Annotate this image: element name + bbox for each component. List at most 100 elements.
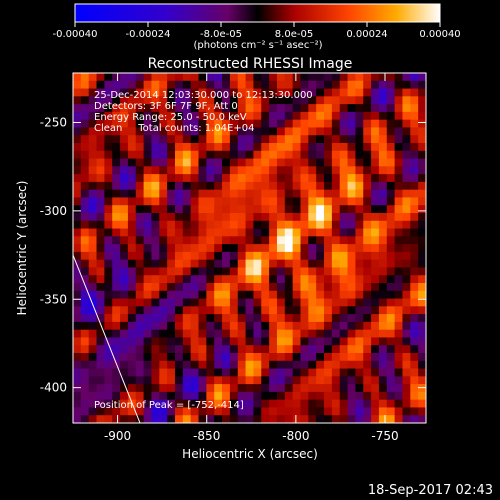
- heatmap-cell: [253, 104, 262, 113]
- heatmap-cell: [308, 73, 317, 82]
- x-tick-label: -750: [371, 429, 398, 443]
- heatmap-cell: [347, 197, 356, 206]
- heatmap-cell: [292, 376, 301, 385]
- heatmap-cell: [339, 96, 348, 105]
- heatmap-cell: [237, 314, 246, 323]
- heatmap-cell: [284, 181, 294, 191]
- heatmap-cell: [88, 111, 97, 121]
- heatmap-cell: [284, 376, 294, 385]
- heatmap-cell: [80, 337, 90, 346]
- heatmap-cell: [316, 197, 325, 206]
- heatmap-cell: [96, 368, 105, 377]
- heatmap-cell: [222, 111, 231, 121]
- heatmap-cell: [324, 376, 333, 385]
- heatmap-cell: [316, 306, 325, 315]
- heatmap-cell: [143, 283, 152, 292]
- heatmap-cell: [174, 399, 184, 408]
- heatmap-cell: [104, 275, 113, 284]
- heatmap-cell: [151, 329, 160, 338]
- heatmap-cell: [371, 166, 380, 175]
- heatmap-cell: [300, 111, 309, 121]
- heatmap-cell: [73, 228, 82, 237]
- heatmap-cell: [324, 236, 333, 245]
- heatmap-cell: [112, 267, 121, 276]
- heatmap-cell: [261, 415, 270, 423]
- heatmap-cell: [229, 111, 239, 121]
- heatmap-cell: [143, 174, 152, 183]
- heatmap-cell: [269, 283, 278, 292]
- heatmap-cell: [214, 337, 223, 346]
- heatmap-cell: [261, 376, 270, 385]
- heatmap-cell: [269, 119, 278, 128]
- heatmap-cell: [88, 244, 97, 253]
- heatmap-cell: [276, 368, 286, 377]
- heatmap-cell: [276, 267, 286, 276]
- heatmap-cell: [339, 228, 348, 237]
- heatmap-cell: [174, 143, 184, 152]
- heatmap-cell: [316, 228, 325, 237]
- heatmap-cell: [96, 329, 105, 338]
- heatmap-cell: [371, 298, 380, 307]
- heatmap-cell: [174, 80, 184, 89]
- heatmap-cell: [300, 407, 309, 416]
- heatmap-cell: [253, 298, 262, 307]
- heatmap-cell: [151, 88, 160, 97]
- heatmap-cell: [120, 337, 129, 346]
- heatmap-cell: [347, 360, 356, 369]
- heatmap-cell: [159, 158, 168, 167]
- heatmap-cell: [73, 267, 82, 276]
- heatmap-cell: [96, 220, 105, 229]
- heatmap-cell: [261, 197, 270, 206]
- heatmap-cell: [214, 205, 223, 214]
- heatmap-cell: [386, 174, 396, 183]
- heatmap-cell: [418, 306, 426, 315]
- heatmap-cell: [308, 174, 317, 183]
- heatmap-cell: [331, 384, 341, 393]
- heatmap-cell: [151, 415, 160, 423]
- heatmap-cell: [214, 150, 223, 159]
- heatmap-cell: [245, 228, 254, 237]
- heatmap-cell: [127, 111, 137, 121]
- heatmap-cell: [127, 353, 137, 362]
- heatmap-cell: [300, 244, 309, 253]
- heatmap-cell: [347, 96, 356, 105]
- heatmap-cell: [190, 259, 199, 268]
- heatmap-cell: [284, 259, 294, 268]
- heatmap-cell: [300, 275, 309, 284]
- heatmap-cell: [269, 321, 278, 331]
- heatmap-cell: [88, 415, 97, 423]
- heatmap-cell: [214, 290, 223, 299]
- heatmap-cell: [410, 329, 419, 338]
- heatmap-cell: [237, 353, 246, 362]
- heatmap-cell: [112, 150, 121, 159]
- heatmap-cell: [96, 213, 105, 222]
- heatmap-cell: [143, 321, 152, 331]
- heatmap-cell: [159, 73, 168, 82]
- heatmap-cell: [410, 384, 419, 393]
- heatmap-cell: [371, 181, 380, 191]
- heatmap-cell: [355, 298, 364, 307]
- heatmap-cell: [363, 220, 372, 229]
- heatmap-cell: [308, 283, 317, 292]
- heatmap-cell: [363, 275, 372, 284]
- heatmap-cell: [143, 290, 152, 299]
- heatmap-cell: [167, 353, 176, 362]
- heatmap-cell: [386, 80, 396, 89]
- heatmap-cell: [284, 337, 294, 346]
- heatmap-cell: [112, 314, 121, 323]
- heatmap-cell: [276, 127, 286, 136]
- heatmap-cell: [127, 236, 137, 245]
- heatmap-cell: [96, 143, 105, 152]
- heatmap-cell: [190, 306, 199, 315]
- heatmap-cell: [174, 236, 184, 245]
- heatmap-cell: [245, 345, 254, 354]
- heatmap-cell: [245, 306, 254, 315]
- heatmap-cell: [206, 205, 215, 214]
- heatmap-cell: [206, 360, 215, 369]
- heatmap-cell: [276, 135, 286, 144]
- heatmap-cell: [253, 244, 262, 253]
- heatmap-cell: [300, 259, 309, 268]
- heatmap-cell: [394, 290, 403, 299]
- heatmap-cell: [96, 104, 105, 113]
- heatmap-cell: [269, 197, 278, 206]
